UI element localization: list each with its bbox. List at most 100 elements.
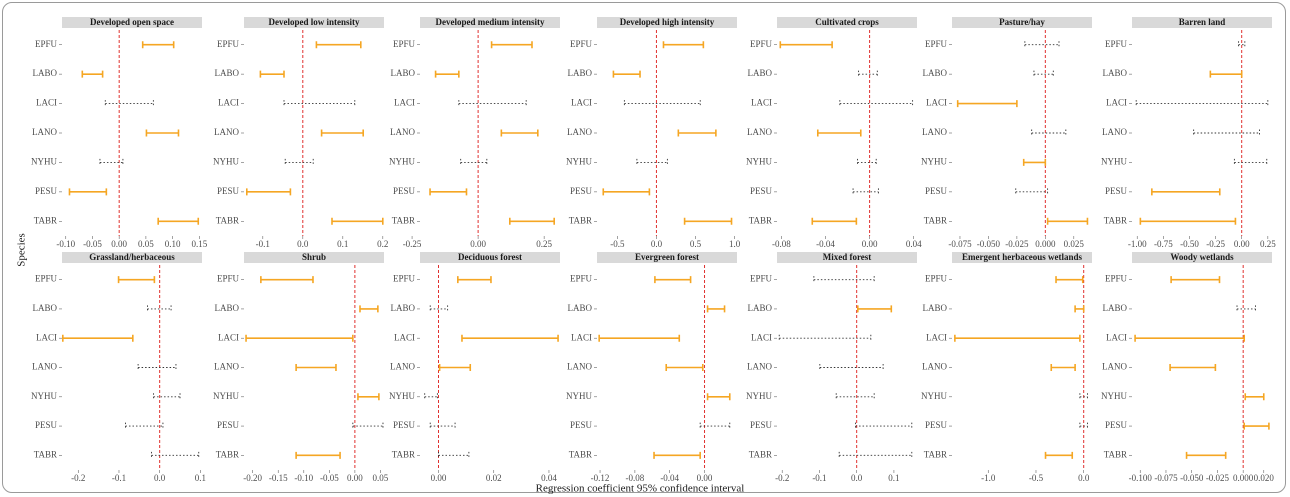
y-tick-label: PESU	[925, 186, 948, 196]
y-tick-label: EPFU	[393, 39, 416, 49]
y-tick-label: TABR	[34, 449, 57, 459]
x-tick-label: 0.02	[486, 473, 502, 483]
y-tick-label: EPFU	[217, 274, 240, 284]
y-tick-label: TABR	[749, 449, 772, 459]
confidence-interval	[1134, 334, 1246, 342]
x-tick-label: 0.1	[888, 473, 899, 483]
x-tick-label: -0.025	[1206, 473, 1230, 483]
y-tick-label: LACI	[571, 98, 592, 108]
confidence-interval	[1185, 451, 1227, 459]
strip	[777, 252, 917, 263]
confidence-interval	[1151, 188, 1221, 196]
y-tick-label: LACI	[571, 332, 592, 342]
confidence-interval	[598, 334, 681, 342]
confidence-interval	[104, 100, 154, 108]
x-tick-label: 0.00	[862, 239, 878, 249]
confidence-interval	[1243, 422, 1270, 430]
y-tick-label: LACI	[1106, 332, 1127, 342]
strip-title: Woody wetlands	[1170, 252, 1234, 262]
strip-title: Evergreen forest	[635, 252, 699, 262]
confidence-interval	[665, 364, 704, 371]
y-tick-label: LANO	[390, 362, 415, 372]
confidence-interval	[1236, 305, 1256, 313]
confidence-interval	[956, 100, 1018, 108]
x-tick-label: 0.0	[651, 239, 663, 249]
confidence-interval	[1055, 276, 1084, 284]
x-tick-label: 0.1	[337, 239, 348, 249]
y-tick-label: LANO	[922, 127, 947, 137]
confidence-interval	[145, 129, 180, 137]
y-axis-title: Species	[16, 233, 28, 267]
x-tick-label: 0.25	[536, 239, 552, 249]
y-tick-label: NYHU	[213, 391, 239, 401]
confidence-interval	[1233, 158, 1268, 166]
y-tick-label: LACI	[751, 98, 772, 108]
y-tick-label: PESU	[35, 420, 58, 430]
confidence-interval	[1139, 217, 1237, 225]
confidence-interval	[359, 305, 379, 313]
x-tick-label: -0.050	[977, 239, 1001, 249]
strip-title: Cultivated crops	[815, 17, 879, 27]
x-tick-label: -0.20	[243, 473, 262, 483]
y-tick-label: EPFU	[1105, 39, 1128, 49]
confidence-interval	[509, 217, 555, 225]
y-tick-label: TABR	[924, 215, 947, 225]
confidence-interval	[141, 41, 175, 49]
y-tick-label: LACI	[751, 332, 772, 342]
y-tick-label: TABR	[1104, 449, 1127, 459]
y-tick-label: LABO	[215, 303, 240, 313]
y-tick-label: LABO	[568, 68, 593, 78]
y-tick-label: LABO	[215, 68, 240, 78]
y-tick-label: LABO	[748, 68, 773, 78]
strip-title: Barren land	[1179, 17, 1226, 27]
y-tick-label: LACI	[218, 98, 239, 108]
confidence-interval	[1209, 70, 1243, 78]
x-tick-label: -1.00	[1128, 239, 1147, 249]
confidence-interval	[838, 451, 913, 459]
y-tick-label: NYHU	[389, 391, 415, 401]
confidence-interval	[602, 188, 651, 196]
confidence-interval	[147, 305, 172, 313]
y-tick-label: LANO	[32, 127, 57, 137]
y-tick-label: NYHU	[921, 156, 947, 166]
confidence-interval	[677, 129, 717, 137]
y-tick-label: LACI	[926, 98, 947, 108]
strip	[420, 17, 560, 28]
confidence-interval	[816, 129, 862, 137]
y-tick-label: LACI	[36, 332, 57, 342]
x-tick-label: -0.100	[1129, 473, 1153, 483]
confidence-interval	[623, 100, 701, 108]
y-tick-label: LANO	[747, 362, 772, 372]
confidence-interval	[1079, 393, 1088, 401]
y-tick-label: PESU	[393, 186, 416, 196]
y-tick-label: PESU	[393, 420, 416, 430]
y-tick-label: PESU	[750, 186, 773, 196]
y-tick-label: EPFU	[393, 274, 416, 284]
confidence-interval	[856, 305, 893, 313]
confidence-interval	[295, 364, 337, 371]
confidence-interval	[852, 188, 879, 196]
y-tick-label: LACI	[926, 332, 947, 342]
x-tick-label: -0.2	[775, 473, 789, 483]
y-tick-label: LACI	[36, 98, 57, 108]
y-tick-label: TABR	[392, 449, 415, 459]
confidence-interval	[1033, 70, 1054, 78]
confidence-interval	[1050, 364, 1076, 371]
confidence-interval	[151, 451, 200, 459]
y-tick-label: NYHU	[213, 156, 239, 166]
y-tick-label: LANO	[214, 127, 239, 137]
confidence-interval	[117, 276, 156, 284]
confidence-interval	[438, 451, 470, 459]
y-tick-label: LANO	[567, 362, 592, 372]
confidence-interval	[839, 100, 914, 108]
confidence-interval	[654, 276, 692, 284]
y-tick-label: LABO	[923, 303, 948, 313]
x-tick-label: -0.05	[83, 239, 102, 249]
x-tick-label: 0.0	[297, 239, 309, 249]
x-tick-label: -0.75	[1154, 239, 1173, 249]
confidence-interval	[357, 393, 380, 401]
strip	[244, 17, 384, 28]
x-tick-label: -1.0	[981, 473, 996, 483]
confidence-interval	[1079, 422, 1088, 430]
y-tick-label: NYHU	[566, 156, 592, 166]
